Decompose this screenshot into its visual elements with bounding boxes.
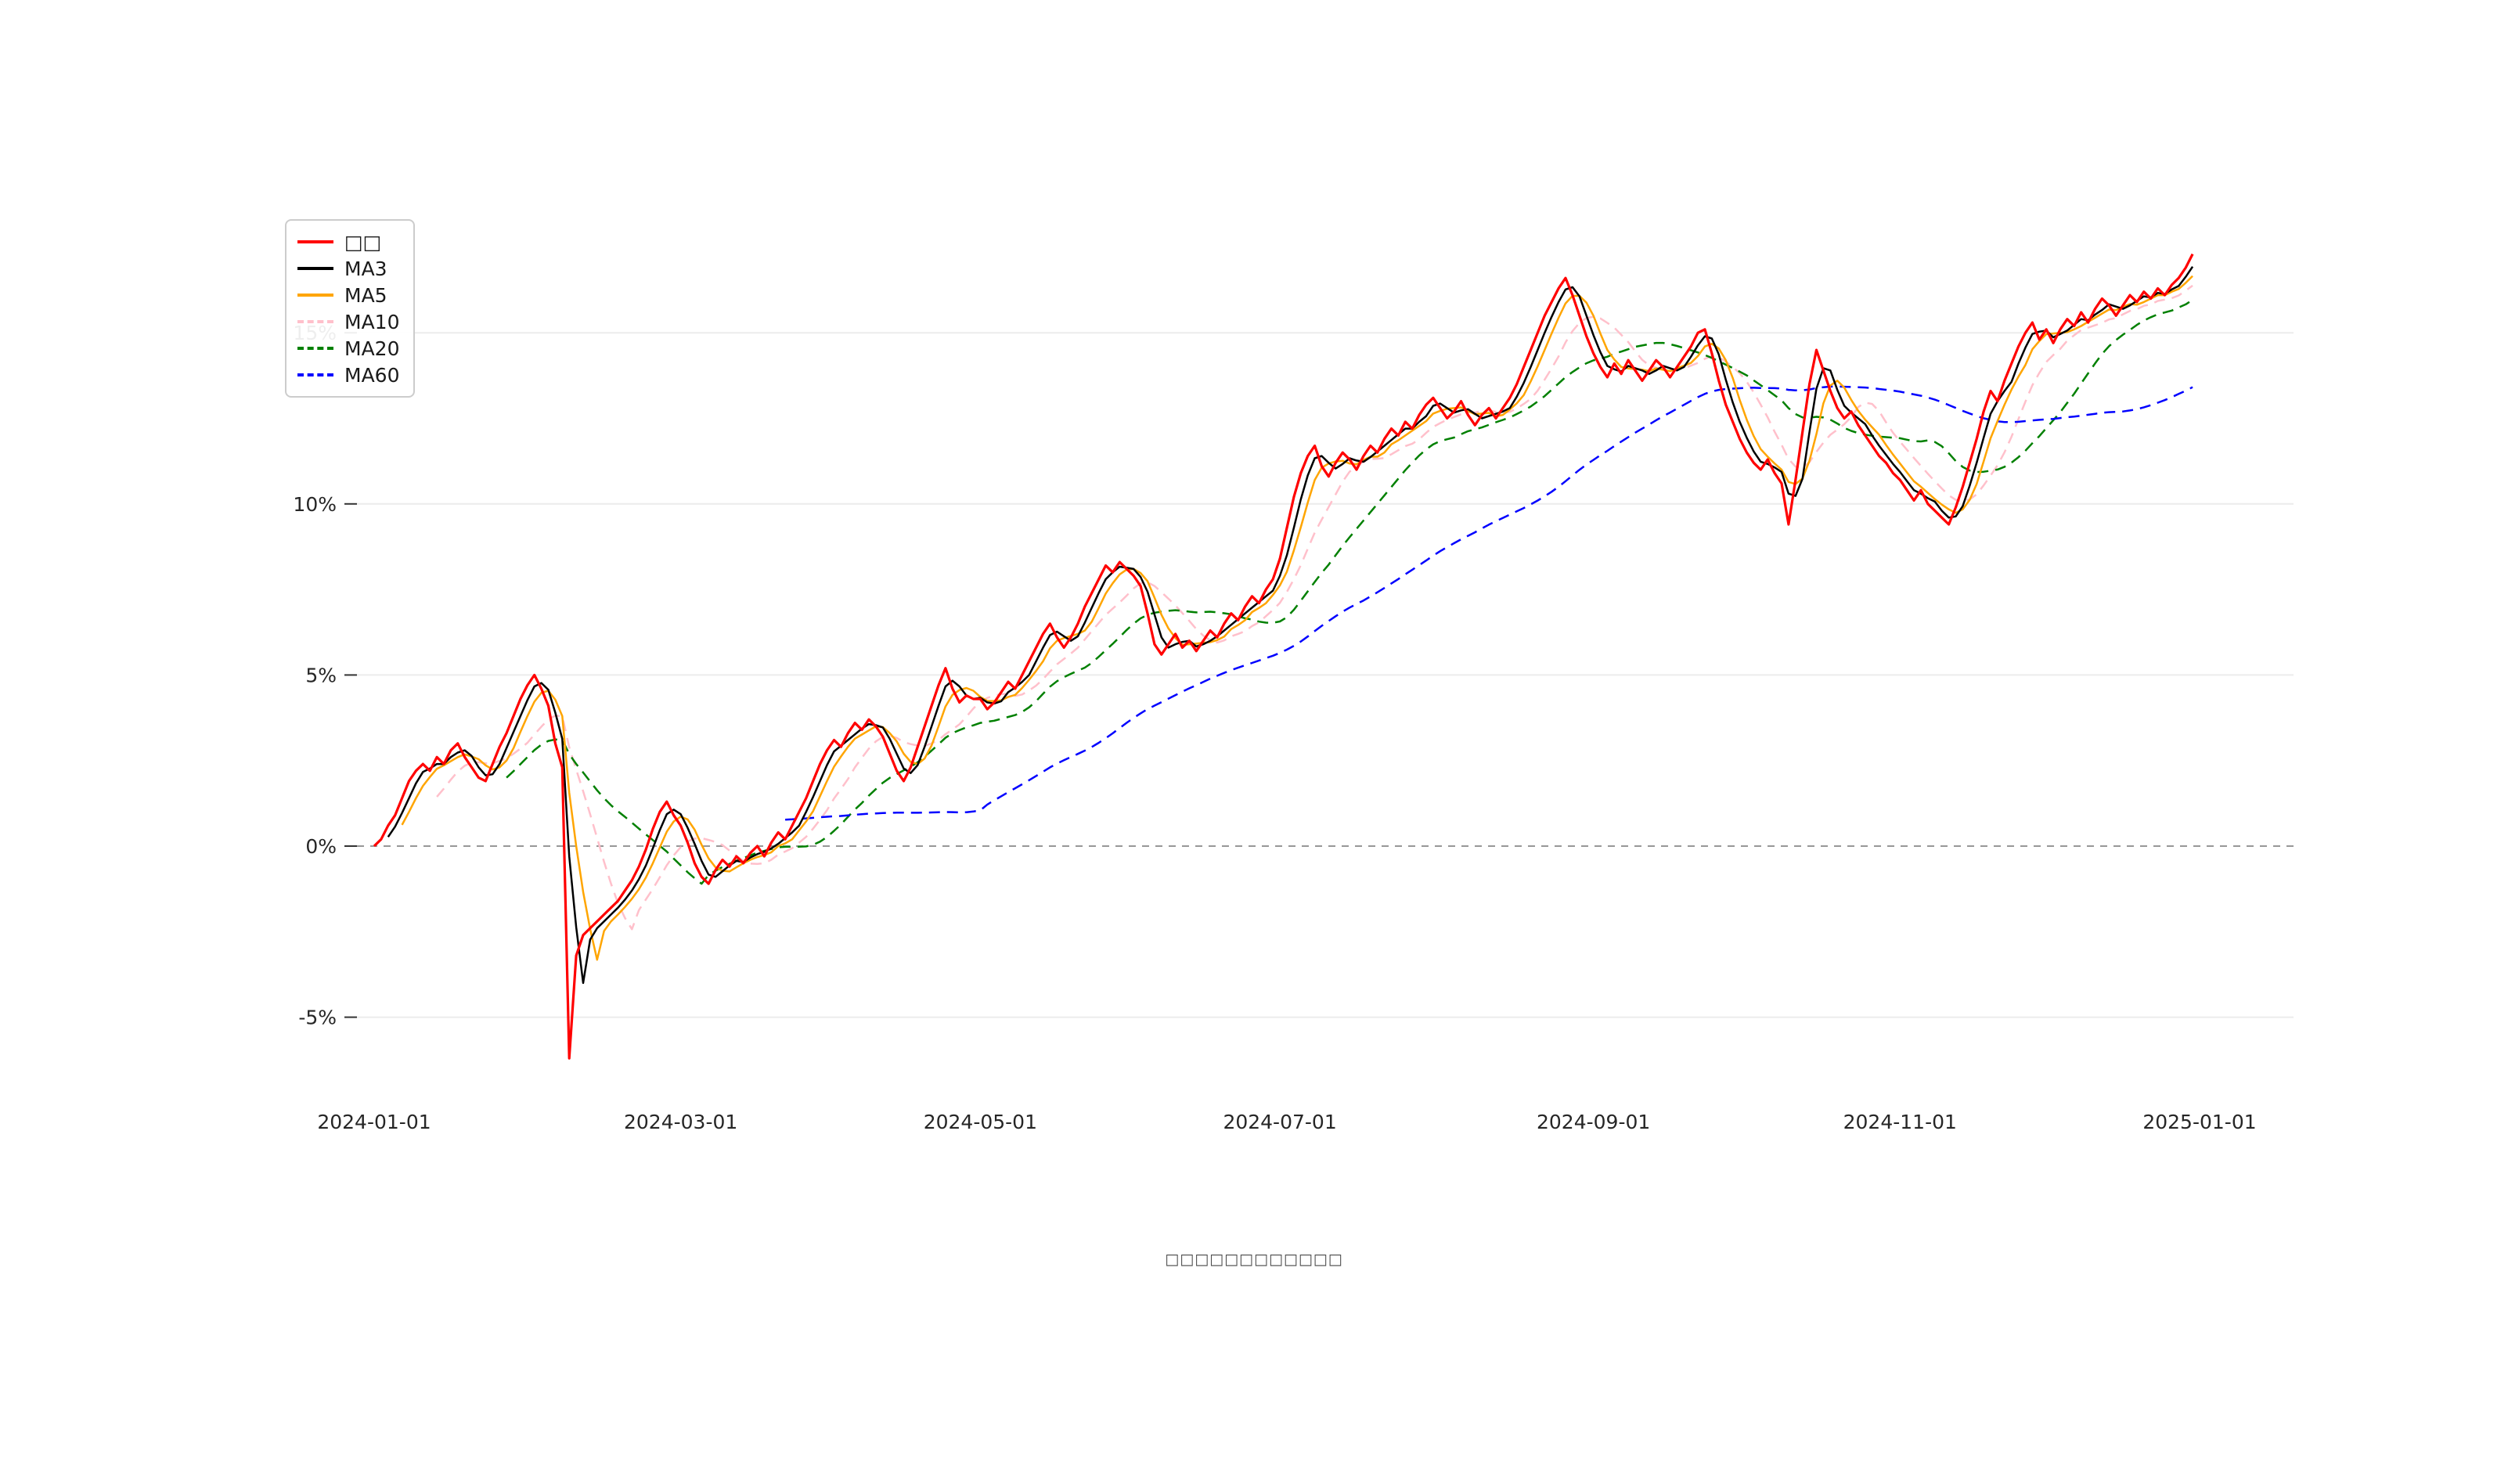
legend-item-ma3: MA3 <box>297 255 399 282</box>
legend-line-sample-ma5 <box>297 294 333 297</box>
legend-item-ma5: MA5 <box>297 282 399 308</box>
svg-text:2024-11-01: 2024-11-01 <box>1843 1111 1957 1133</box>
legend-item-ma10: MA10 <box>297 308 399 335</box>
legend-item-ma60: MA60 <box>297 362 399 388</box>
svg-text:2024-03-01: 2024-03-01 <box>624 1111 737 1133</box>
legend-line-sample-ma20 <box>297 347 333 350</box>
legend-label-ma3: MA3 <box>344 257 387 280</box>
legend-label-ma60: MA60 <box>344 363 400 387</box>
chart-caption: □□□□□□□□□□□□ <box>1165 1251 1343 1268</box>
legend-line-sample-ma10 <box>297 320 333 323</box>
svg-text:2025-01-01: 2025-01-01 <box>2142 1111 2256 1133</box>
legend-item-ma20: MA20 <box>297 335 399 362</box>
svg-text:0%: 0% <box>305 835 337 858</box>
legend-label-return: □□ <box>344 230 382 254</box>
legend-line-sample-ma3 <box>297 267 333 270</box>
legend-line-sample-return <box>297 240 333 243</box>
legend-item-return: □□ <box>297 229 399 255</box>
legend-label-ma20: MA20 <box>344 337 400 360</box>
svg-text:2024-01-01: 2024-01-01 <box>317 1111 431 1133</box>
svg-text:-5%: -5% <box>298 1007 337 1029</box>
svg-text:2024-05-01: 2024-05-01 <box>924 1111 1037 1133</box>
svg-text:2024-07-01: 2024-07-01 <box>1223 1111 1336 1133</box>
legend-label-ma10: MA10 <box>344 310 400 333</box>
legend-line-sample-ma60 <box>297 373 333 376</box>
chart-legend: □□ MA3 MA5 MA10 MA20 MA60 <box>285 219 416 398</box>
svg-text:2024-09-01: 2024-09-01 <box>1537 1111 1650 1133</box>
legend-label-ma5: MA5 <box>344 283 387 307</box>
svg-text:10%: 10% <box>293 493 337 516</box>
svg-text:5%: 5% <box>305 664 337 686</box>
